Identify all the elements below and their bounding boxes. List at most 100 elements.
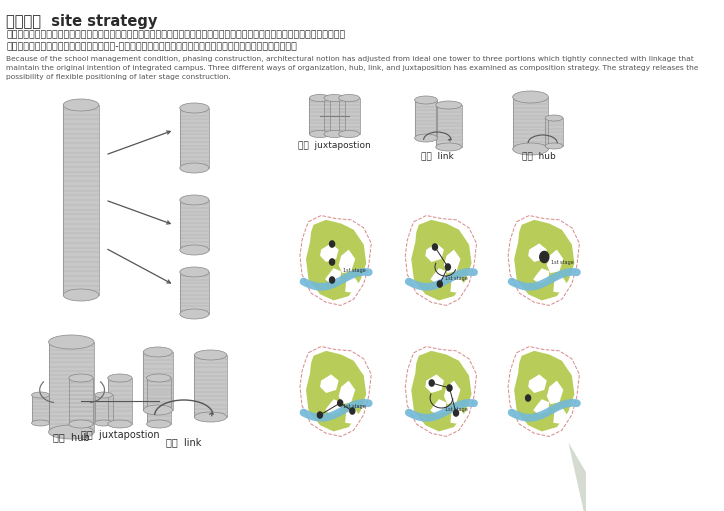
Text: 1st stage: 1st stage [342, 268, 366, 273]
Polygon shape [513, 97, 548, 149]
Ellipse shape [436, 101, 462, 109]
Ellipse shape [95, 420, 113, 426]
Circle shape [317, 412, 322, 418]
Circle shape [432, 244, 437, 250]
Polygon shape [143, 352, 172, 410]
Ellipse shape [415, 96, 437, 104]
Polygon shape [146, 378, 171, 424]
Ellipse shape [69, 374, 93, 382]
Ellipse shape [339, 95, 360, 102]
Ellipse shape [32, 420, 49, 426]
Ellipse shape [146, 374, 171, 382]
Text: 枢纽  hub: 枢纽 hub [522, 151, 555, 160]
Polygon shape [69, 378, 93, 424]
Polygon shape [325, 399, 341, 415]
Circle shape [329, 277, 334, 283]
Ellipse shape [143, 347, 172, 357]
Polygon shape [436, 105, 462, 147]
Polygon shape [444, 381, 460, 404]
Circle shape [447, 385, 452, 391]
Text: 由于学校的管理情况和分期建设的要求，建筑概念从一个理想的塔楼调整为紧密连接三个部分，而使其依然保持最初的综合校园意向。: 由于学校的管理情况和分期建设的要求，建筑概念从一个理想的塔楼调整为紧密连接三个部… [7, 30, 346, 39]
Ellipse shape [49, 335, 94, 349]
Ellipse shape [95, 392, 113, 398]
Polygon shape [568, 443, 586, 511]
Polygon shape [529, 243, 547, 262]
Text: 1st stage: 1st stage [445, 276, 468, 281]
Polygon shape [529, 375, 547, 393]
Ellipse shape [69, 420, 93, 428]
Circle shape [526, 395, 531, 401]
Text: 并置  juxtapostion: 并置 juxtapostion [80, 430, 159, 440]
Polygon shape [49, 342, 94, 432]
Ellipse shape [63, 99, 98, 111]
Text: possibility of flexible positioning of later stage construction.: possibility of flexible positioning of l… [7, 74, 231, 80]
Circle shape [540, 251, 549, 263]
Ellipse shape [545, 143, 563, 149]
Circle shape [437, 281, 442, 287]
Ellipse shape [32, 392, 49, 398]
Polygon shape [444, 249, 460, 273]
Circle shape [350, 408, 355, 414]
Ellipse shape [513, 91, 548, 103]
Polygon shape [426, 375, 444, 393]
Ellipse shape [309, 130, 330, 137]
Text: 1st stage: 1st stage [551, 260, 573, 265]
Ellipse shape [339, 130, 360, 137]
Ellipse shape [180, 103, 209, 113]
Polygon shape [32, 395, 49, 423]
Polygon shape [180, 200, 209, 250]
Polygon shape [306, 351, 366, 431]
Polygon shape [545, 118, 563, 146]
Circle shape [453, 410, 458, 416]
Polygon shape [547, 381, 563, 404]
Polygon shape [309, 98, 330, 134]
Polygon shape [194, 355, 227, 417]
Ellipse shape [108, 374, 132, 382]
Text: 1st stage: 1st stage [445, 407, 468, 412]
Circle shape [337, 400, 342, 406]
Polygon shape [325, 268, 341, 284]
Ellipse shape [49, 425, 94, 439]
Text: 场地策略  site strategy: 场地策略 site strategy [7, 14, 158, 29]
Text: 并置  juxtapostion: 并置 juxtapostion [298, 141, 371, 150]
Polygon shape [568, 443, 586, 511]
Polygon shape [534, 268, 550, 284]
Ellipse shape [513, 143, 548, 155]
Ellipse shape [436, 143, 462, 151]
Circle shape [429, 380, 434, 386]
Polygon shape [411, 220, 471, 300]
Polygon shape [320, 243, 339, 262]
Text: 由组成策略出发，我们检验了三种组织方式-中心，连接和并列。这些策略显示了今后分期建设灵活布局的可能性。: 由组成策略出发，我们检验了三种组织方式-中心，连接和并列。这些策略显示了今后分期… [7, 42, 298, 51]
Text: 联系  link: 联系 link [421, 151, 454, 160]
Polygon shape [568, 443, 586, 511]
Polygon shape [426, 243, 444, 262]
Polygon shape [339, 98, 360, 134]
Polygon shape [345, 407, 358, 424]
Ellipse shape [143, 405, 172, 415]
Ellipse shape [194, 350, 227, 360]
Ellipse shape [309, 95, 330, 102]
Polygon shape [534, 399, 550, 415]
Ellipse shape [194, 412, 227, 422]
Polygon shape [306, 220, 366, 300]
Polygon shape [63, 105, 98, 295]
Polygon shape [553, 275, 567, 293]
Polygon shape [95, 395, 113, 423]
Polygon shape [320, 375, 339, 393]
Polygon shape [547, 249, 563, 273]
Polygon shape [553, 407, 567, 424]
Polygon shape [430, 399, 447, 415]
Ellipse shape [180, 245, 209, 255]
Ellipse shape [180, 163, 209, 173]
Ellipse shape [545, 115, 563, 121]
Circle shape [329, 241, 334, 247]
Text: 联系  link: 联系 link [167, 437, 201, 447]
Polygon shape [180, 272, 209, 314]
Ellipse shape [180, 267, 209, 277]
Polygon shape [450, 275, 464, 293]
Polygon shape [450, 407, 464, 424]
Polygon shape [430, 268, 447, 284]
Text: maintain the original intention of integrated campus. Three different ways of or: maintain the original intention of integ… [7, 65, 699, 71]
Circle shape [445, 264, 450, 270]
Polygon shape [339, 249, 355, 273]
